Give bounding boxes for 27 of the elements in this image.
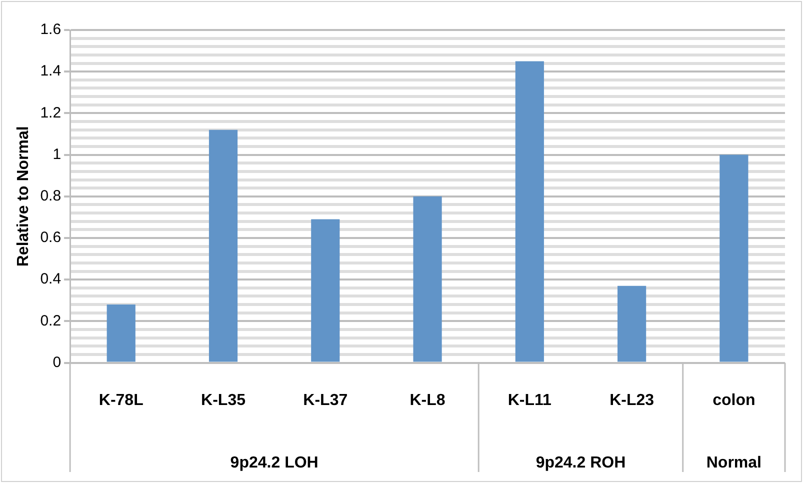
y-tick-label: 0.8 (40, 188, 62, 205)
y-tick-label: 1.6 (40, 21, 62, 38)
x-tick-label: K-L37 (303, 392, 348, 409)
y-tick-label: 1.2 (40, 104, 62, 122)
x-tick-label: K-L23 (610, 392, 654, 409)
bar (720, 154, 748, 362)
y-tick-label: 0.6 (40, 229, 62, 246)
bar (208, 130, 238, 362)
x-tick-label: K-L35 (201, 392, 246, 409)
x-tick-label: K-L8 (410, 392, 446, 409)
y-tick-label: 1 (52, 146, 62, 163)
bar (515, 61, 544, 362)
bar (413, 196, 442, 362)
x-tick-label: K-78L (98, 392, 144, 409)
text: Normal (706, 454, 762, 472)
y-tick-label: 1.4 (40, 62, 62, 80)
y-tick-label: 0 (52, 354, 62, 371)
text: 9p24.2 ROH (536, 454, 626, 472)
y-axis-title: Relative to Normal (15, 126, 32, 267)
text: 9p24.2 LOH (230, 454, 318, 472)
bar (311, 219, 340, 362)
x-tick-label: colon (712, 392, 756, 409)
bar (618, 286, 646, 362)
bar (106, 304, 136, 362)
y-tick-label: 0.2 (40, 312, 62, 330)
y-tick-label: 0.4 (40, 270, 62, 288)
x-tick-label: K-L11 (508, 392, 552, 409)
